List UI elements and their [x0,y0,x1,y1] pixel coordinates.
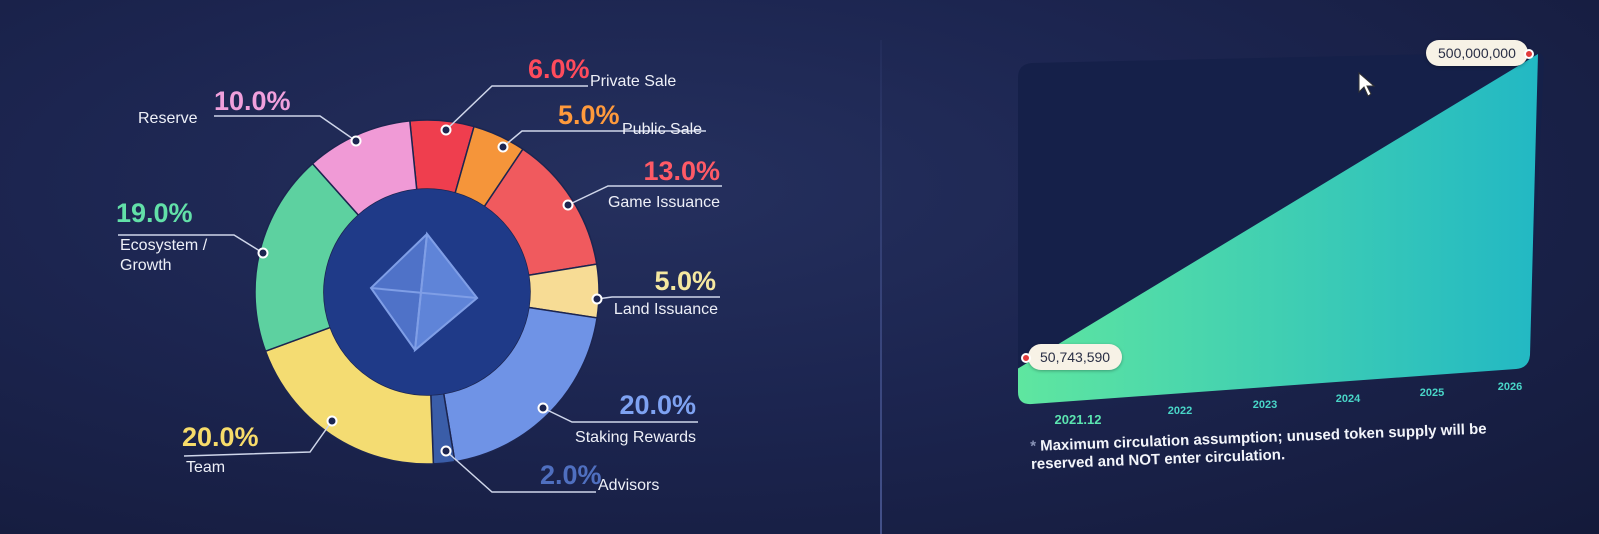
mouse-cursor-icon [1358,72,1376,97]
leader-line-advisors [445,450,596,493]
percent-label-land-issuance: 5.0% [654,266,716,296]
percent-label-reserve: 10.0% [214,86,291,116]
percent-label-staking-rewards: 20.0% [619,390,696,420]
slice-label-reserve: Reserve [138,110,198,127]
footnote-marker: * [1030,437,1037,455]
leader-dot-reserve [350,135,362,147]
start-value-label: 50,743,590 [1040,349,1111,365]
leader-dot-public-sale [497,141,509,153]
octahedron-logo-icon [369,231,479,353]
percent-label-public-sale: 5.0% [558,100,620,130]
slice-label-land-issuance: Land Issuance [614,301,718,318]
slice-label-public-sale: Public Sale [622,121,702,138]
slice-label-advisors: Advisors [598,477,659,494]
percent-label-game-issuance: 13.0% [643,156,720,186]
leader-dot-advisors [440,445,452,457]
leader-dot-land-issuance [591,293,603,305]
leader-line-staking-rewards [542,407,698,423]
slice-label-ecosystem-growth-2: Growth [120,257,172,274]
x-tick-label-2021-12: 2021.12 [1055,412,1102,427]
x-tick-label-2022: 2022 [1168,405,1192,417]
leader-dot-game-issuance [562,199,574,211]
leader-line-team [183,420,333,457]
percent-label-private-sale: 6.0% [528,54,590,84]
percent-label-team: 20.0% [182,422,259,452]
area-series [1018,54,1538,405]
leader-dot-ecosystem-growth [257,247,269,259]
slice-label-game-issuance: Game Issuance [608,194,720,211]
end-value-dot [1523,49,1534,59]
start-value-dot [1021,353,1031,363]
end-value-label: 500,000,000 [1438,45,1516,61]
x-tick-label-2025: 2025 [1420,387,1444,399]
leader-line-public-sale [502,130,706,148]
leader-line-private-sale [445,85,588,131]
leader-line-reserve [214,115,357,142]
slice-label-staking-rewards: Staking Rewards [575,429,696,446]
leader-line-ecosystem-growth [118,234,264,254]
slice-label-team: Team [186,459,225,476]
slice-label-ecosystem-growth-1: Ecosystem / [120,237,208,254]
leader-dot-staking-rewards [537,402,549,414]
x-tick-label-2026: 2026 [1498,381,1522,393]
leader-line-game-issuance [567,185,722,206]
end-value-badge: 500,000,000 [1426,40,1534,66]
percent-label-advisors: 2.0% [540,460,602,490]
slice-label-private-sale: Private Sale [590,73,676,90]
panel-divider [880,40,882,534]
percent-label-ecosystem-growth: 19.0% [116,198,193,228]
x-tick-label-2024: 2024 [1336,393,1361,405]
x-tick-label-2023: 2023 [1253,399,1277,411]
leader-dot-team [326,415,338,427]
leader-dot-private-sale [440,124,452,136]
start-value-badge: 50,743,590 [1021,344,1123,370]
